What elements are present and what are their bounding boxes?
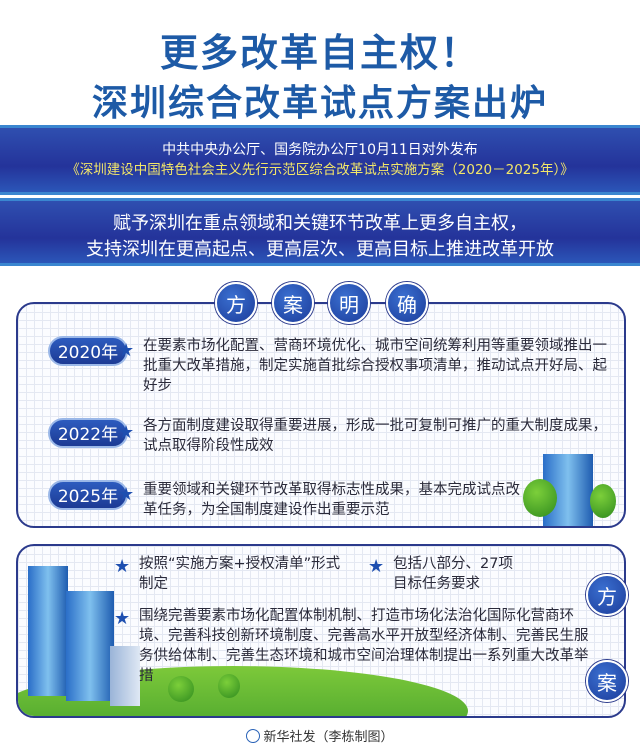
building-illustration [66, 591, 114, 701]
year-badge-2020: 2020年 [48, 336, 128, 366]
xinhua-logo-icon [246, 729, 261, 743]
release-line: 中共中央办公厅、国务院办公厅10月11日对外发布 [162, 142, 478, 158]
heading-char: 案 [586, 660, 628, 702]
star-icon: ★ [368, 556, 385, 577]
star-icon: ★ [118, 422, 135, 443]
building-illustration [110, 646, 140, 706]
tree-illustration [590, 484, 616, 518]
milestone-text-2022: 各方面制度建设取得重要进展，形成一批可复制可推广的重大制度成果，试点取得阶段性成… [143, 418, 607, 454]
credit-text: 新华社发（李栋制图） [263, 730, 394, 745]
main-title: 更多改革自主权！ [159, 30, 480, 75]
heading-char: 确 [386, 282, 428, 324]
year-badge-2025: 2025年 [48, 480, 128, 510]
plan-scope: 包括八部分、27项目标任务要求 [393, 556, 513, 592]
star-icon: ★ [114, 608, 131, 629]
heading-char: 案 [272, 282, 314, 324]
star-icon: ★ [118, 484, 135, 505]
tree-illustration [523, 479, 557, 517]
credit-line: 新华社发（李栋制图） [0, 726, 640, 745]
heading-char: 方 [586, 574, 628, 616]
heading-char: 方 [215, 282, 257, 324]
document-title: 《深圳建设中国特色社会主义先行示范区综合改革试点实施方案（2020－2025年）… [66, 162, 574, 178]
milestone-text-2025: 重要领域和关键环节改革取得标志性成果，基本完成试点改革任务，为全国制度建设作出重… [143, 482, 520, 518]
summary-banner: 赋予深圳在重点领域和关键环节改革上更多自主权， 支持深圳在更高起点、更高层次、更… [0, 198, 640, 266]
plan-format: 按照“实施方案+授权清单”形式制定 [139, 556, 341, 592]
summary-line-2: 支持深圳在更高起点、更高层次、更高目标上推进改革开放 [86, 239, 554, 260]
main-subtitle: 深圳综合改革试点方案出炉 [91, 82, 548, 124]
star-icon: ★ [118, 340, 135, 361]
timeline-panel: 2020年 ★ 在要素市场化配置、营商环境优化、城市空间统筹利用等重要领域推出一… [16, 302, 626, 528]
release-banner: 中共中央办公厅、国务院办公厅10月11日对外发布 《深圳建设中国特色社会主义先行… [0, 125, 640, 195]
heading-char: 明 [328, 282, 370, 324]
tree-illustration [218, 674, 240, 698]
summary-line-1: 赋予深圳在重点领域和关键环节改革上更多自主权， [113, 213, 527, 234]
plan-measures: 围绕完善要素市场化配置体制机制、打造市场化法治化国际化营商环境、完善科技创新环境… [139, 608, 589, 684]
tree-illustration [168, 676, 194, 702]
year-badge-2022: 2022年 [48, 418, 128, 448]
milestone-text-2020: 在要素市场化配置、营商环境优化、城市空间统筹利用等重要领域推出一批重大改革措施，… [143, 338, 607, 394]
star-icon: ★ [114, 556, 131, 577]
building-illustration [28, 566, 68, 696]
plan-panel: ★ 按照“实施方案+授权清单”形式制定 ★ 包括八部分、27项目标任务要求 ★ … [16, 544, 626, 718]
